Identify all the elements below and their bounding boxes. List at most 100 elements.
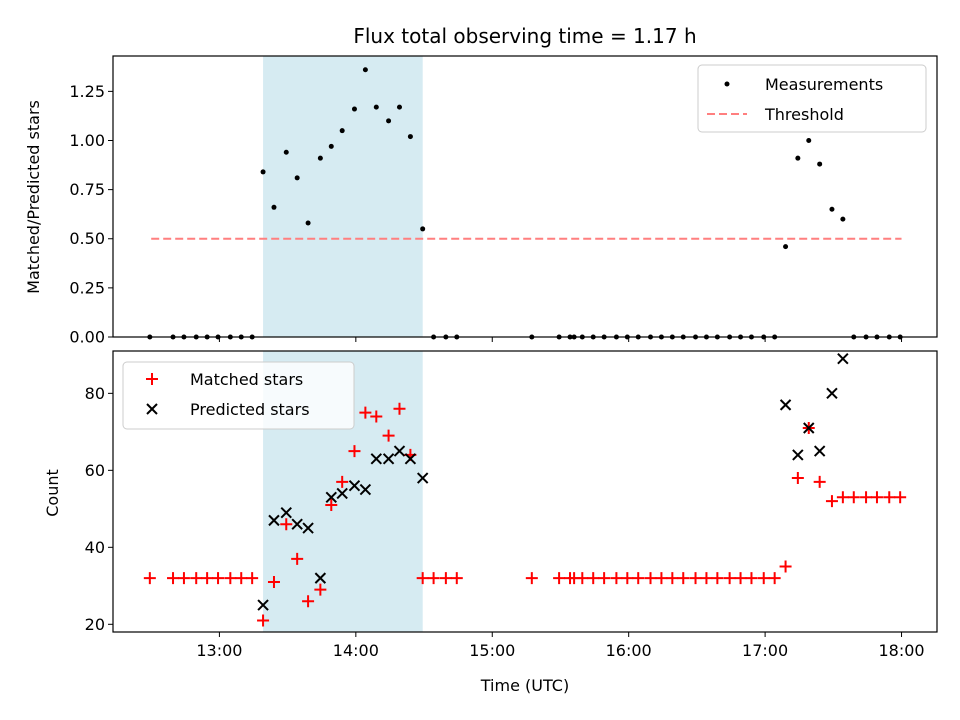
predicted-stars-point bbox=[291, 518, 303, 530]
matched-stars-point bbox=[666, 572, 679, 585]
matched-stars-point bbox=[267, 575, 280, 588]
predicted-stars-point bbox=[302, 522, 314, 534]
matched-stars-point bbox=[525, 572, 538, 585]
bottom-y-axis-label: Count bbox=[43, 469, 62, 517]
matched-stars-point bbox=[450, 572, 463, 585]
measurements-point bbox=[328, 143, 334, 149]
matched-stars-point bbox=[757, 572, 770, 585]
matched-stars-point bbox=[177, 572, 190, 585]
matched-stars-point bbox=[427, 572, 440, 585]
measurements-point bbox=[386, 118, 392, 124]
matched-stars-point bbox=[190, 572, 203, 585]
top-legend: Measurements Threshold bbox=[697, 64, 927, 133]
matched-stars-point bbox=[644, 572, 657, 585]
matched-stars-point bbox=[883, 491, 896, 504]
legend-predicted-label: Predicted stars bbox=[190, 400, 310, 419]
legend-threshold-label: Threshold bbox=[764, 105, 844, 124]
matched-stars-point bbox=[201, 572, 214, 585]
matched-stars-point bbox=[632, 572, 645, 585]
bottom-legend: Matched stars Predicted stars bbox=[122, 361, 355, 430]
top-y-ticks: 0.00 0.25 0.50 0.75 1.00 1.25 bbox=[69, 82, 113, 347]
matched-stars-point bbox=[224, 572, 237, 585]
matched-stars-point bbox=[768, 572, 781, 585]
matched-stars-point bbox=[791, 472, 804, 485]
top-legend-box bbox=[697, 64, 927, 133]
chart-title: Flux total observing time = 1.17 h bbox=[353, 24, 696, 48]
matched-stars-point bbox=[336, 475, 349, 488]
measurements-point bbox=[362, 67, 368, 73]
y-tick-label: 1.00 bbox=[69, 131, 105, 150]
matched-stars-point bbox=[836, 491, 849, 504]
x-tick-label: 15:00 bbox=[469, 641, 515, 660]
predicted-stars-point bbox=[382, 453, 395, 465]
matched-stars-point bbox=[870, 491, 883, 504]
matched-stars-point bbox=[359, 406, 372, 419]
matched-stars-point bbox=[894, 491, 907, 504]
matched-stars-point bbox=[587, 572, 600, 585]
predicted-stars-point bbox=[813, 445, 826, 457]
highlight-span-top bbox=[263, 56, 423, 337]
measurements-point bbox=[806, 137, 812, 143]
y-tick-label: 1.25 bbox=[69, 82, 105, 101]
predicted-stars-point bbox=[416, 472, 429, 484]
matched-stars-point bbox=[167, 572, 180, 585]
x-tick-label: 17:00 bbox=[742, 641, 788, 660]
matched-stars-point bbox=[813, 475, 826, 488]
measurements-point bbox=[817, 161, 823, 167]
measurements-point bbox=[351, 106, 357, 112]
matched-stars-point bbox=[314, 583, 327, 596]
x-axis-label: Time (UTC) bbox=[480, 676, 569, 695]
bottom-panel-frame bbox=[112, 350, 938, 633]
predicted-stars-point bbox=[257, 599, 269, 611]
matched-stars-point bbox=[416, 572, 429, 585]
measurements-point bbox=[407, 134, 413, 140]
legend-measurements-label: Measurements bbox=[765, 75, 883, 94]
x-tick-label: 13:00 bbox=[196, 641, 242, 660]
predicted-stars-point bbox=[393, 445, 406, 457]
matched-stars-point bbox=[655, 572, 668, 585]
predicted-stars-point bbox=[325, 491, 337, 503]
y-tick-label: 0.25 bbox=[69, 278, 105, 297]
measurements-point bbox=[783, 244, 789, 250]
legend-matched-label: Matched stars bbox=[190, 370, 303, 389]
matched-stars-point bbox=[302, 595, 315, 608]
predicted-stars-point bbox=[792, 449, 804, 461]
matched-stars-point bbox=[348, 445, 361, 458]
measurements-point bbox=[795, 155, 801, 161]
y-tick-label: 20 bbox=[85, 615, 105, 634]
matched-stars-point bbox=[621, 572, 634, 585]
y-tick-label: 80 bbox=[85, 384, 105, 403]
matched-stars-point bbox=[212, 572, 225, 585]
matched-stars-point bbox=[393, 402, 406, 415]
legend-measurements-marker bbox=[724, 81, 730, 87]
matched-stars-point bbox=[553, 572, 566, 585]
predicted-stars-point bbox=[314, 572, 327, 584]
measurements-point bbox=[373, 104, 379, 110]
matched-stars-point bbox=[291, 552, 304, 565]
measurements-point bbox=[283, 149, 289, 155]
bottom-panel-marks bbox=[143, 352, 907, 627]
matched-stars-point bbox=[280, 518, 293, 531]
matched-stars-point bbox=[598, 572, 611, 585]
y-tick-label: 60 bbox=[85, 461, 105, 480]
measurements-point bbox=[829, 206, 835, 212]
measurements-point bbox=[840, 216, 846, 222]
bottom-legend-box bbox=[122, 361, 355, 430]
x-tick-label: 16:00 bbox=[606, 641, 652, 660]
x-tick-label: 18:00 bbox=[878, 641, 924, 660]
bottom-y-ticks: 20 40 60 80 bbox=[85, 384, 113, 634]
y-tick-label: 0.00 bbox=[69, 328, 105, 347]
matched-stars-point bbox=[257, 614, 270, 627]
top-y-axis-label: Matched/Predicted stars bbox=[24, 100, 43, 294]
matched-stars-point bbox=[779, 560, 792, 573]
predicted-stars-point bbox=[280, 506, 292, 519]
bottom-x-ticks: 13:00 14:00 15:00 16:00 17:00 18:00 bbox=[196, 632, 925, 660]
measurements-point bbox=[294, 175, 300, 181]
matched-stars-point bbox=[711, 572, 724, 585]
top-x-ticks bbox=[218, 337, 903, 342]
matched-stars-point bbox=[689, 572, 702, 585]
matched-stars-point bbox=[235, 572, 248, 585]
predicted-stars-point bbox=[348, 480, 361, 492]
